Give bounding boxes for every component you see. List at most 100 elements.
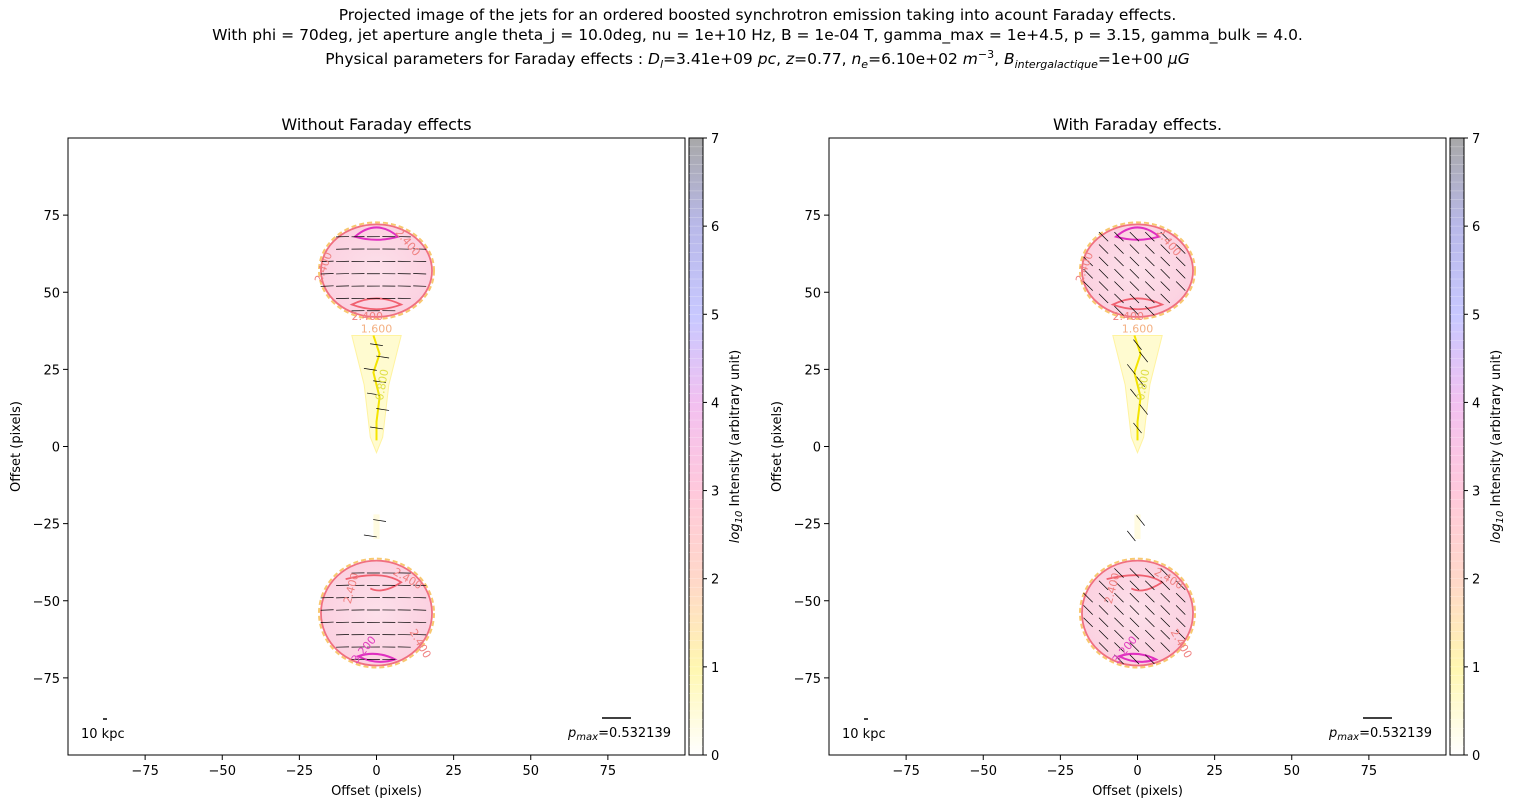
y-tick-label: −75 bbox=[33, 672, 60, 687]
polarization-vector bbox=[1083, 605, 1093, 615]
suptitle-line-3-prefix: Physical parameters for Faraday effects … bbox=[325, 50, 649, 69]
polarization-vector bbox=[320, 260, 334, 263]
polarization-vector bbox=[320, 621, 334, 623]
polarization-vector bbox=[1175, 629, 1186, 640]
polarization-vector bbox=[1129, 642, 1140, 652]
polarization-vector bbox=[1114, 580, 1124, 591]
suptitle-line-2: With phi = 70deg, jet aperture angle the… bbox=[212, 26, 1303, 44]
contour-label: 1.600 bbox=[361, 322, 393, 335]
polarization-vector bbox=[1098, 617, 1109, 628]
polarization-vector bbox=[1133, 339, 1142, 350]
colorbar-tick-label: 2 bbox=[711, 573, 719, 588]
contour-label: 2.400 bbox=[351, 310, 383, 323]
suptitle-line-3: Physical parameters for Faraday effects … bbox=[0, 48, 1515, 71]
y-tick-label: 0 bbox=[813, 441, 821, 456]
polarization-vector bbox=[1129, 568, 1140, 578]
polarization-vector bbox=[1145, 592, 1155, 603]
x-tick-label: 75 bbox=[600, 764, 617, 779]
jet-emission bbox=[351, 334, 402, 455]
x-tick-label: 25 bbox=[445, 764, 462, 779]
polarization-vector bbox=[1083, 268, 1093, 279]
y-axis-label: Offset (pixels) bbox=[770, 401, 785, 492]
polarization-vector bbox=[1160, 568, 1171, 578]
jet-emission bbox=[1112, 334, 1163, 455]
x-tick-label: 50 bbox=[522, 764, 539, 779]
polarization-vector bbox=[1130, 388, 1139, 400]
polarization-vector bbox=[1145, 244, 1155, 254]
polarization-vector bbox=[1145, 293, 1155, 304]
x-axis-label: Offset (pixels) bbox=[1092, 784, 1183, 799]
lower-lobe-outer-contour bbox=[317, 557, 436, 669]
polarization-vector bbox=[370, 426, 383, 430]
polarization-vector bbox=[1098, 605, 1109, 615]
polarization-vector bbox=[1129, 268, 1140, 279]
polarization-vector bbox=[320, 285, 334, 287]
colorbar-tick-label: 4 bbox=[1472, 396, 1480, 411]
colorbar-label: log10 Intensity (arbitrary unit) bbox=[728, 350, 745, 544]
polarization-vector bbox=[1160, 231, 1171, 242]
polarization-vector bbox=[1175, 268, 1186, 279]
polarization-vector bbox=[1145, 654, 1155, 665]
polarization-vector bbox=[1098, 592, 1109, 603]
polarization-vector bbox=[1098, 642, 1109, 652]
colorbar-tick-label: 6 bbox=[1472, 220, 1480, 235]
panel-title: With Faraday effects. bbox=[1053, 115, 1222, 134]
polarization-vector bbox=[1129, 256, 1140, 267]
lower-lobe-outer-contour bbox=[1078, 557, 1197, 669]
colorbar-body bbox=[688, 137, 704, 756]
scale-bar-label: 10 kpc bbox=[842, 727, 886, 742]
polarization-vector bbox=[1098, 244, 1109, 254]
upper-lobe-inner-contour bbox=[349, 297, 404, 311]
polarization-vector bbox=[373, 380, 387, 384]
x-tick-label: −75 bbox=[131, 764, 158, 779]
upper-lobe-peak-contour bbox=[1113, 226, 1162, 241]
contour-label: 1.600 bbox=[1122, 322, 1154, 335]
y-tick-label: 0 bbox=[52, 441, 60, 456]
polarization-vector bbox=[1160, 256, 1171, 267]
polarization-vector bbox=[320, 609, 334, 611]
polarization-vector bbox=[1145, 268, 1155, 279]
polarization-vector bbox=[366, 392, 380, 396]
polarization-vector bbox=[1160, 642, 1171, 652]
polarization-vector bbox=[1114, 654, 1124, 665]
polarization-vector bbox=[1160, 605, 1171, 615]
x-tick-label: 75 bbox=[1361, 764, 1378, 779]
polarization-vector bbox=[1139, 404, 1148, 415]
polarization-vector bbox=[1114, 629, 1124, 640]
polarization-vector bbox=[1175, 244, 1186, 254]
colorbar-tick-label: 3 bbox=[711, 485, 719, 500]
param-1: z=0.77, bbox=[785, 50, 852, 69]
polarization-vector bbox=[1129, 305, 1140, 316]
colorbar-tick-label: 2 bbox=[1472, 573, 1480, 588]
polarization-vector bbox=[1129, 605, 1140, 615]
colorbar-label: log10 Intensity (arbitrary unit) bbox=[1489, 350, 1506, 544]
polarization-vector bbox=[1145, 605, 1155, 615]
polarization-vector bbox=[1083, 617, 1093, 628]
counter-jet-emission bbox=[373, 514, 380, 540]
y-tick-label: 50 bbox=[43, 286, 60, 301]
polarization-vector bbox=[1145, 305, 1155, 316]
y-tick-label: 25 bbox=[804, 363, 821, 378]
polarization-vector bbox=[1160, 281, 1171, 291]
param-2: ne=6.10e+02 m−3, bbox=[851, 48, 1004, 72]
upper-lobe-inner-contour bbox=[1110, 297, 1165, 311]
y-tick-label: −50 bbox=[794, 595, 821, 610]
polarization-vector bbox=[1114, 592, 1124, 603]
upper-lobe-body bbox=[320, 223, 433, 318]
colorbar-tick-label: 7 bbox=[711, 132, 719, 147]
y-tick-label: −75 bbox=[794, 672, 821, 687]
colorbar-tick-label: 1 bbox=[711, 661, 719, 676]
polarization-vector bbox=[1160, 244, 1171, 254]
polarization-vector bbox=[363, 368, 377, 371]
lower-lobe-inner-contour bbox=[345, 574, 403, 592]
polarization-vector bbox=[1160, 617, 1171, 628]
x-tick-label: −50 bbox=[209, 764, 236, 779]
x-axis-label: Offset (pixels) bbox=[331, 784, 422, 799]
polarization-vector bbox=[1145, 629, 1155, 640]
polarization-vectors bbox=[1083, 231, 1186, 665]
polarization-vector bbox=[1129, 580, 1140, 591]
polarization-vector bbox=[1114, 281, 1124, 291]
pmax-label: pmax=0.532139 bbox=[567, 726, 671, 743]
